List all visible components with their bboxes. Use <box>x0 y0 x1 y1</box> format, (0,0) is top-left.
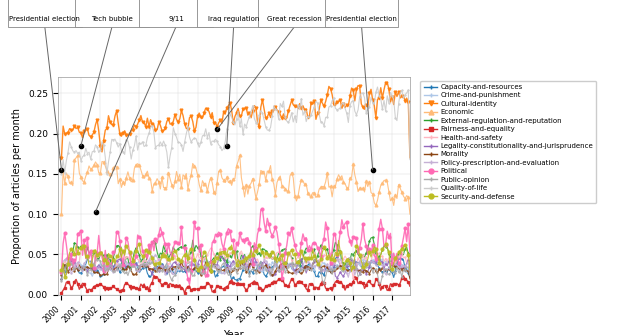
Text: 9/11: 9/11 <box>168 16 184 22</box>
Text: Iraq regulation: Iraq regulation <box>208 16 259 22</box>
Text: Presidential election: Presidential election <box>10 16 80 22</box>
Y-axis label: Proportion of articles per month: Proportion of articles per month <box>12 108 22 264</box>
Text: Presidential election: Presidential election <box>326 16 397 22</box>
Legend: Capacity-and-resources, Crime-and-punishment, Cultural-identity, Economic, Exter: Capacity-and-resources, Crime-and-punish… <box>420 80 596 203</box>
X-axis label: Year: Year <box>223 330 244 335</box>
Text: Tech bubble: Tech bubble <box>91 16 133 22</box>
Text: Great recession: Great recession <box>267 16 322 22</box>
